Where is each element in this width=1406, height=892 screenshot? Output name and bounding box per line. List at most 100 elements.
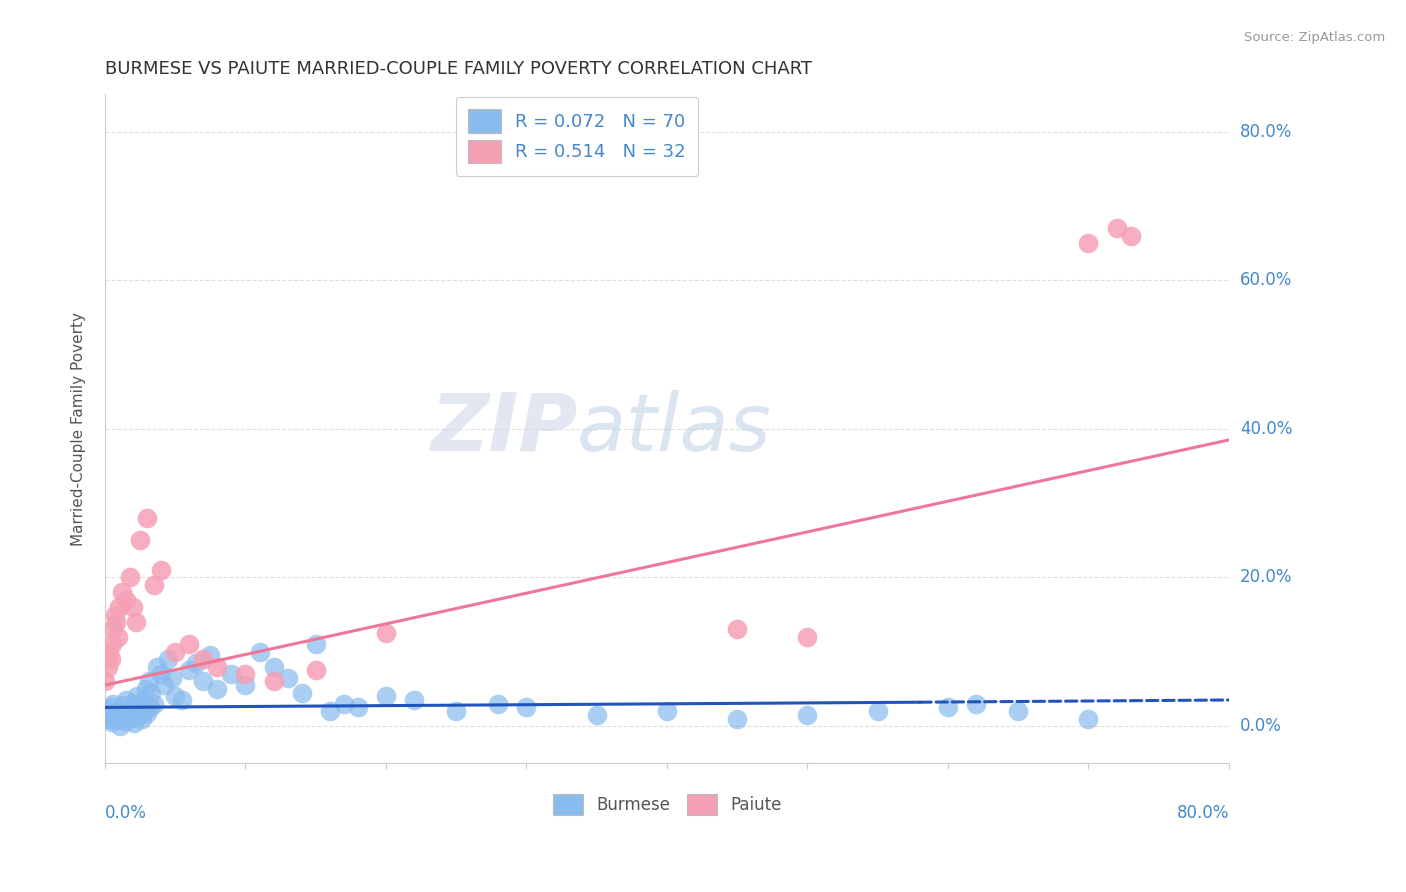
Point: [108, 600, 131, 615]
Point: [249, 645, 271, 659]
Point: [139, 700, 162, 714]
Point: [114, 714, 136, 728]
Point: [515, 700, 537, 714]
Point: [117, 709, 139, 723]
Text: BURMESE VS PAIUTE MARRIED-COUPLE FAMILY POVERTY CORRELATION CHART: BURMESE VS PAIUTE MARRIED-COUPLE FAMILY …: [105, 60, 813, 78]
Legend: Burmese, Paiute: Burmese, Paiute: [546, 787, 787, 822]
Point: [153, 678, 176, 692]
Point: [105, 706, 128, 720]
Point: [585, 707, 607, 722]
Point: [404, 693, 426, 707]
Point: [121, 711, 143, 725]
Point: [94, 704, 117, 718]
Point: [122, 697, 145, 711]
Point: [104, 710, 127, 724]
Point: [725, 712, 748, 726]
Point: [120, 570, 142, 584]
Point: [347, 700, 370, 714]
Point: [1105, 221, 1128, 235]
Point: [141, 685, 163, 699]
Point: [103, 623, 125, 637]
Point: [98, 712, 121, 726]
Text: 0.0%: 0.0%: [1240, 717, 1282, 735]
Point: [796, 630, 818, 644]
Point: [221, 667, 243, 681]
Point: [165, 645, 187, 659]
Point: [112, 698, 135, 713]
Point: [319, 704, 342, 718]
Point: [103, 697, 125, 711]
Point: [936, 700, 959, 714]
Point: [97, 659, 120, 673]
Point: [129, 698, 152, 713]
Point: [125, 704, 148, 718]
Point: [305, 637, 328, 651]
Point: [263, 674, 285, 689]
Point: [138, 674, 160, 689]
Point: [136, 706, 159, 720]
Point: [162, 671, 184, 685]
Text: 20.0%: 20.0%: [1240, 568, 1292, 586]
Point: [122, 600, 145, 615]
Text: Source: ZipAtlas.com: Source: ZipAtlas.com: [1244, 31, 1385, 45]
Point: [150, 667, 173, 681]
Point: [333, 697, 356, 711]
Point: [172, 693, 194, 707]
Point: [111, 707, 134, 722]
Point: [965, 697, 987, 711]
Text: 40.0%: 40.0%: [1240, 420, 1292, 438]
Point: [193, 652, 215, 666]
Point: [107, 630, 129, 644]
Point: [115, 592, 138, 607]
Point: [157, 652, 180, 666]
Point: [165, 690, 187, 704]
Point: [143, 578, 166, 592]
Point: [1077, 235, 1099, 250]
Point: [263, 659, 285, 673]
Point: [207, 681, 229, 696]
Point: [108, 703, 131, 717]
Point: [132, 693, 155, 707]
Point: [107, 713, 129, 727]
Point: [129, 533, 152, 548]
Point: [655, 704, 678, 718]
Point: [207, 659, 229, 673]
Point: [796, 707, 818, 722]
Point: [186, 656, 208, 670]
Point: [150, 563, 173, 577]
Text: 60.0%: 60.0%: [1240, 271, 1292, 289]
Point: [375, 626, 398, 640]
Point: [98, 645, 121, 659]
Text: ZIP: ZIP: [430, 390, 576, 467]
Point: [146, 659, 169, 673]
Point: [179, 637, 201, 651]
Point: [105, 615, 128, 629]
Point: [444, 704, 467, 718]
Y-axis label: Married-Couple Family Poverty: Married-Couple Family Poverty: [72, 312, 86, 546]
Point: [193, 674, 215, 689]
Text: 80.0%: 80.0%: [1177, 804, 1229, 822]
Point: [115, 693, 138, 707]
Point: [104, 607, 127, 622]
Point: [131, 712, 153, 726]
Point: [110, 719, 132, 733]
Point: [143, 697, 166, 711]
Point: [725, 623, 748, 637]
Text: atlas: atlas: [576, 390, 772, 467]
Point: [200, 648, 222, 663]
Point: [134, 703, 156, 717]
Point: [486, 697, 509, 711]
Point: [101, 715, 124, 730]
Point: [100, 652, 122, 666]
Point: [375, 690, 398, 704]
Point: [277, 671, 299, 685]
Point: [291, 685, 314, 699]
Point: [1077, 712, 1099, 726]
Point: [135, 681, 157, 696]
Point: [111, 585, 134, 599]
Point: [1119, 228, 1142, 243]
Point: [866, 704, 889, 718]
Point: [1007, 704, 1029, 718]
Point: [235, 667, 257, 681]
Point: [100, 700, 122, 714]
